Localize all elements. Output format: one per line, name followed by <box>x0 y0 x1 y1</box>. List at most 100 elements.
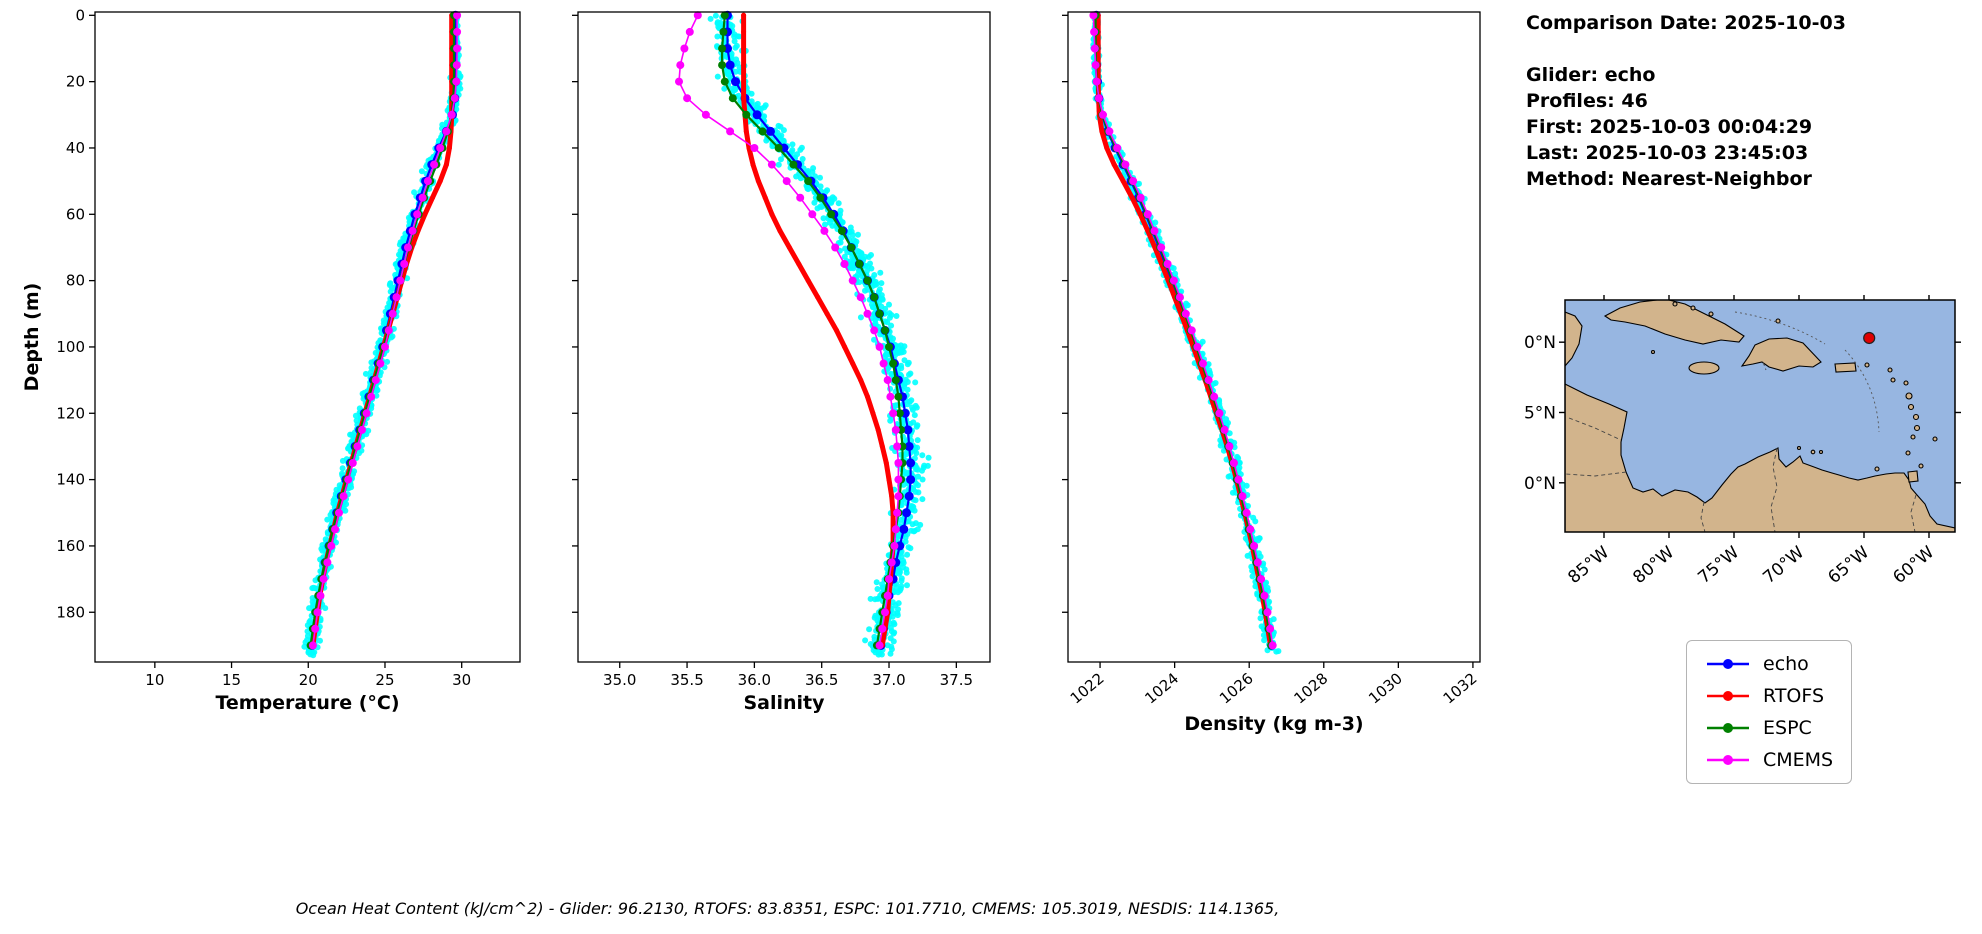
axes-spines <box>1067 11 1481 663</box>
svg-text:120: 120 <box>56 404 85 422</box>
legend-marker-echo <box>1707 659 1749 669</box>
legend-item-echo: echo <box>1705 653 1833 675</box>
map-lon-tick-label: 60°W <box>1889 542 1938 588</box>
legend-label: RTOFS <box>1763 685 1825 707</box>
map-frame <box>1564 299 1956 533</box>
legend-marker-ESPC <box>1707 723 1749 733</box>
map-lat-tick-label: 15°N <box>1525 403 1556 423</box>
land-barbados <box>1932 436 1938 442</box>
svg-text:37.0: 37.0 <box>872 671 905 689</box>
x-axis-ticks: 10 15 20 25 30 <box>145 662 471 689</box>
x-axis-label: Temperature (°C) <box>215 692 399 714</box>
map-lon-tick-label: 75°W <box>1694 542 1743 588</box>
land-st-martin <box>1887 367 1893 373</box>
svg-text:180: 180 <box>56 603 85 621</box>
series-CMEMS <box>308 11 462 650</box>
svg-text:20: 20 <box>299 671 318 689</box>
glider-name-text: Glider: echo <box>1526 64 1656 86</box>
svg-text:20: 20 <box>66 73 85 91</box>
svg-text:1030: 1030 <box>1365 669 1406 707</box>
land-st-vincent <box>1910 434 1916 440</box>
series-CMEMS <box>1089 11 1277 650</box>
svg-text:1032: 1032 <box>1440 669 1481 707</box>
svg-text:25: 25 <box>375 671 394 689</box>
info-panel: Comparison Date: 2025-10-03 Glider: echo… <box>1526 10 1846 192</box>
svg-text:60: 60 <box>66 205 85 223</box>
land-trinidad <box>1907 470 1919 483</box>
plot-area <box>1068 12 1480 662</box>
x-axis-ticks: 35.0 35.5 36.0 36.5 37.0 37.5 <box>603 662 973 689</box>
axes-spines <box>577 11 991 663</box>
legend: echo RTOFS ESPC CMEMS <box>1686 640 1853 784</box>
map-lon-tick-label: 85°W <box>1564 542 1613 588</box>
axes-spines <box>94 11 521 663</box>
land-bahamas <box>1708 311 1714 317</box>
land-cuba <box>1603 300 1745 345</box>
svg-text:35.5: 35.5 <box>670 671 703 689</box>
last-profile-text: Last: 2025-10-03 23:45:03 <box>1526 142 1809 164</box>
land-bonaire <box>1818 449 1824 455</box>
legend-item-RTOFS: RTOFS <box>1705 685 1833 707</box>
svg-text:100: 100 <box>56 338 85 356</box>
land-aruba <box>1796 445 1802 451</box>
land-martinique <box>1912 413 1920 421</box>
land-central-south-america <box>1565 383 1955 532</box>
y-axis-ticks: 0 20 40 60 80 100 120 140 160 180 <box>56 6 95 621</box>
map-lon-tick-label: 80°W <box>1629 542 1678 588</box>
x-axis-label: Density (kg m-3) <box>1184 713 1363 735</box>
legend-marker-RTOFS <box>1707 691 1749 701</box>
land-antigua <box>1903 380 1909 386</box>
first-profile-text: First: 2025-10-03 00:04:29 <box>1526 116 1813 138</box>
land-guadeloupe <box>1905 392 1913 400</box>
legend-marker-CMEMS <box>1707 755 1749 765</box>
svg-text:35.0: 35.0 <box>603 671 636 689</box>
map-borders <box>1565 311 1917 532</box>
svg-text:40: 40 <box>66 139 85 157</box>
legend-item-CMEMS: CMEMS <box>1705 749 1833 771</box>
land-virgin-islands <box>1864 362 1870 368</box>
land-yucatan <box>1565 311 1583 367</box>
svg-text:15: 15 <box>222 671 241 689</box>
profiles-count-text: Profiles: 46 <box>1526 90 1648 112</box>
svg-text:80: 80 <box>66 272 85 290</box>
map-land <box>1565 300 1955 532</box>
svg-text:1026: 1026 <box>1216 669 1257 707</box>
land-tobago <box>1918 463 1924 469</box>
land-st-kitts <box>1890 377 1896 383</box>
svg-text:140: 140 <box>56 471 85 489</box>
x-axis-ticks: 1022 1024 1026 1028 1030 1032 <box>1067 662 1481 708</box>
land-cayman <box>1650 349 1656 355</box>
land-curacao <box>1810 449 1816 455</box>
svg-text:36.0: 36.0 <box>738 671 771 689</box>
land-st-lucia <box>1913 424 1921 432</box>
legend-label: CMEMS <box>1763 749 1834 771</box>
legend-label: echo <box>1763 653 1809 675</box>
land-hispaniola <box>1740 337 1822 372</box>
svg-text:160: 160 <box>56 537 85 555</box>
svg-text:36.5: 36.5 <box>805 671 838 689</box>
x-axis-label: Salinity <box>743 692 825 714</box>
svg-text:37.5: 37.5 <box>940 671 973 689</box>
land-grenada <box>1905 450 1911 456</box>
legend-label: ESPC <box>1763 717 1812 739</box>
land-jamaica <box>1688 361 1720 375</box>
temperature-profile-chart: 10 15 20 25 30 0 20 40 60 80 100 120 140 160 180 Temper… <box>21 6 521 714</box>
y-axis-label: Depth (m) <box>21 283 43 392</box>
density-profile-chart: 1022 1024 1026 1028 1030 1032 Density (kg m-3) <box>1062 10 1481 735</box>
ohc-footer-text: Ocean Heat Content (kJ/cm^2) - Glider: 9… <box>295 899 1280 918</box>
caribbean-map: 85°W 80°W 75°W 70°W 65°W 60°W 20°N 15°N 10°N <box>1525 295 1961 588</box>
map-lon-tick-label: 70°W <box>1759 542 1808 588</box>
land-margarita <box>1874 466 1880 472</box>
land-bahamas <box>1690 305 1696 311</box>
land-puerto-rico <box>1834 362 1857 373</box>
svg-text:0: 0 <box>75 6 85 24</box>
series-CMEMS <box>675 11 903 650</box>
glider-position-marker <box>1863 331 1876 345</box>
plot-area <box>578 12 990 662</box>
land-turks <box>1775 318 1781 324</box>
svg-text:1028: 1028 <box>1291 669 1332 707</box>
svg-text:1022: 1022 <box>1067 669 1108 707</box>
y-axis-ticks <box>1062 14 1068 613</box>
map-lat-tick-label: 10°N <box>1525 474 1556 494</box>
